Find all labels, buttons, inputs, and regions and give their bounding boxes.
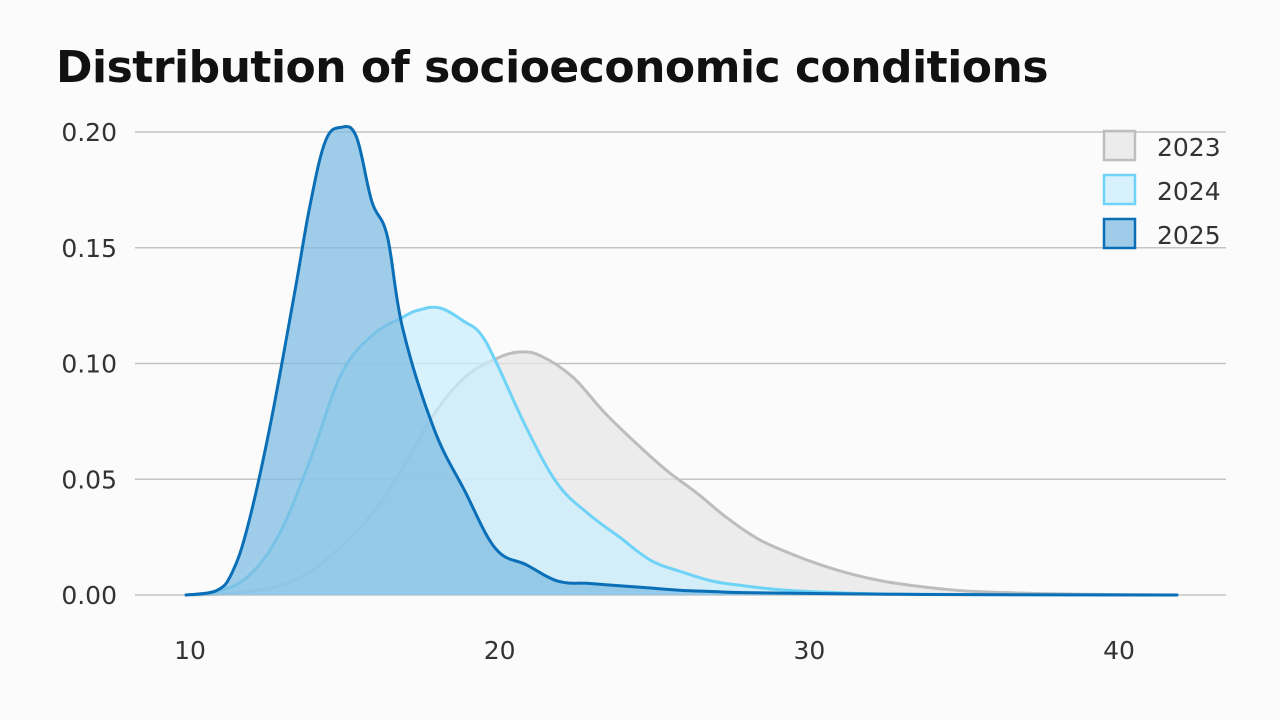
- chart-title: Distribution of socioeconomic conditions: [56, 42, 1049, 93]
- legend-label-2024: 2024: [1157, 177, 1221, 206]
- legend-label-2023: 2023: [1157, 133, 1221, 162]
- y-tick-label: 0.10: [61, 350, 117, 379]
- x-tick-label: 20: [484, 636, 516, 665]
- x-tick-label: 40: [1103, 636, 1135, 665]
- density-areas: [184, 124, 1179, 597]
- x-tick-label: 30: [793, 636, 825, 665]
- y-tick-label: 0.20: [61, 118, 117, 147]
- density-line-2025: [184, 124, 1179, 597]
- area-fill-2025: [186, 126, 1177, 595]
- y-tick-label: 0.05: [61, 465, 117, 494]
- legend: 2023 2024 2025: [1102, 129, 1221, 250]
- legend-swatch-2024: [1102, 173, 1137, 206]
- legend-swatch-2023: [1102, 129, 1137, 162]
- y-tick-label: 0.00: [61, 581, 117, 610]
- axis-tick-labels: 0.00 0.05 0.10 0.15 0.20 10 20 30 40: [61, 118, 1135, 665]
- y-tick-label: 0.15: [61, 234, 117, 263]
- legend-label-2025: 2025: [1157, 221, 1221, 250]
- x-tick-label: 10: [174, 636, 206, 665]
- legend-swatch-2025: [1102, 217, 1137, 250]
